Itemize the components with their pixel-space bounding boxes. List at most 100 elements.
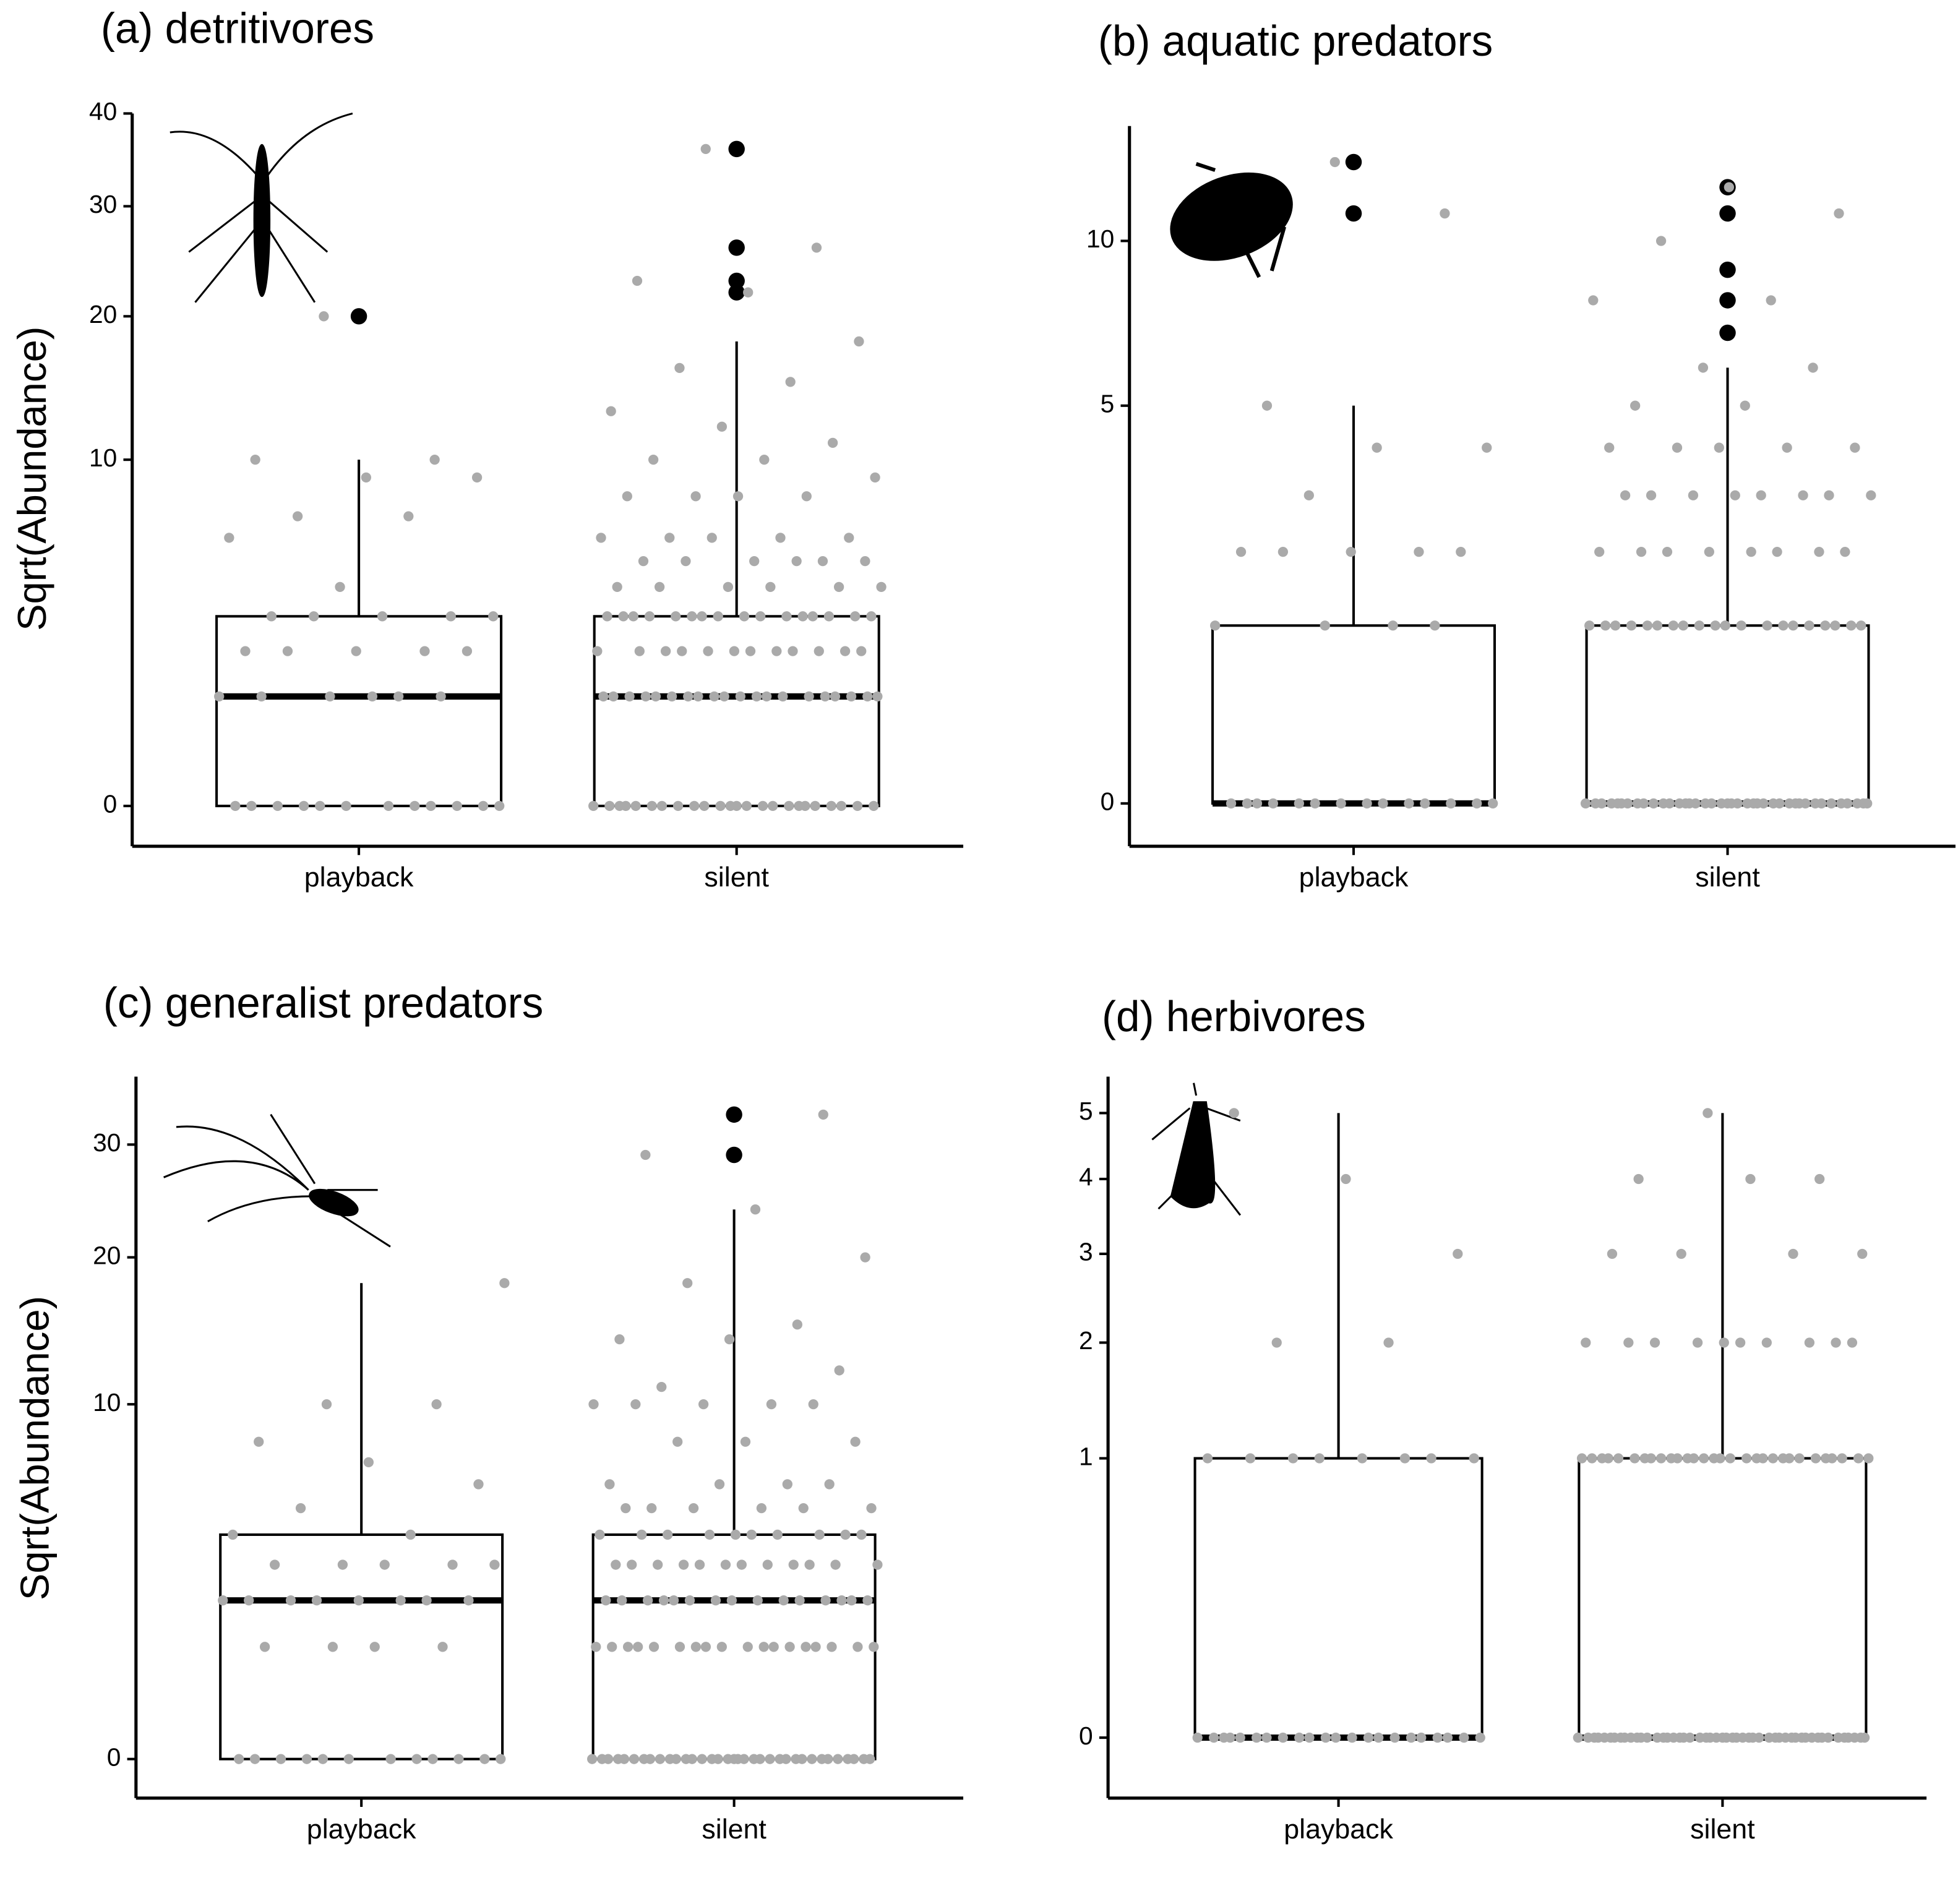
- jitter-point: [1336, 798, 1346, 808]
- jitter-point: [852, 1642, 863, 1652]
- jitter-point: [1202, 1453, 1213, 1464]
- jitter-point: [353, 1595, 364, 1606]
- jitter-point: [1745, 1173, 1756, 1185]
- jitter-point: [369, 1642, 380, 1652]
- jitter-point: [1766, 295, 1776, 306]
- y-axis-label: Sqrt(Abundance): [12, 1296, 57, 1600]
- jitter-point: [642, 1595, 653, 1606]
- jitter-point: [1692, 1337, 1703, 1348]
- jitter-point: [1658, 798, 1669, 808]
- jitter-point: [648, 455, 659, 465]
- jitter-point: [453, 1754, 464, 1764]
- jitter-point: [671, 611, 681, 622]
- jitter-point: [1192, 1732, 1203, 1743]
- jitter-point: [214, 691, 225, 702]
- jitter-point: [224, 533, 234, 543]
- jitter-point: [410, 800, 420, 812]
- jitter-point: [1633, 1173, 1644, 1185]
- jitter-point: [1820, 620, 1831, 631]
- jitter-point: [862, 691, 873, 702]
- y-tick-label: 10: [1086, 225, 1114, 253]
- jitter-point: [1329, 157, 1340, 168]
- jitter-point: [1719, 1337, 1729, 1348]
- y-axis-label: Sqrt(Abundance): [9, 327, 54, 631]
- jitter-point: [1388, 620, 1398, 631]
- jitter-point: [1389, 1732, 1400, 1743]
- jitter-point: [1662, 1732, 1673, 1743]
- jitter-point: [656, 1382, 667, 1392]
- jitter-point: [383, 800, 394, 812]
- jitter-point: [1831, 1337, 1841, 1348]
- jitter-point: [361, 472, 372, 483]
- jitter-point: [1784, 798, 1795, 808]
- jitter-point: [337, 1559, 348, 1570]
- jitter-point: [1730, 490, 1740, 500]
- jitter-point: [681, 1754, 692, 1764]
- jitter-point: [1814, 1173, 1825, 1185]
- jitter-point: [269, 1559, 280, 1570]
- jitter-point: [814, 1529, 825, 1540]
- jitter-point: [766, 1399, 777, 1410]
- jitter-point: [700, 144, 711, 155]
- jitter-point: [1798, 490, 1808, 500]
- jitter-point: [1261, 1732, 1272, 1743]
- jitter-point: [1857, 1248, 1868, 1259]
- jitter-point: [810, 1642, 821, 1652]
- x-tick-label: playback: [307, 1814, 416, 1845]
- jitter-point: [1235, 1732, 1245, 1743]
- jitter-point: [1790, 1732, 1801, 1743]
- jitter-point: [630, 800, 641, 812]
- jitter-point: [1287, 1453, 1299, 1464]
- jitter-point: [1678, 1732, 1689, 1743]
- jitter-point: [872, 1559, 883, 1570]
- jitter-point: [604, 800, 615, 812]
- jitter-point: [395, 1595, 406, 1606]
- jitter-point: [876, 581, 887, 593]
- jitter-point: [745, 646, 756, 656]
- jitter-point: [791, 555, 802, 567]
- jitter-point: [1649, 1337, 1660, 1348]
- jitter-point: [1378, 798, 1388, 808]
- jitter-point: [437, 1642, 448, 1652]
- jitter-point: [811, 242, 822, 253]
- jitter-point: [1721, 1732, 1732, 1743]
- jitter-point: [1788, 620, 1798, 631]
- outlier: [728, 272, 745, 289]
- jitter-point: [1710, 620, 1720, 631]
- jitter-point: [739, 611, 750, 622]
- jitter-point: [784, 1642, 795, 1652]
- jitter-point: [463, 1595, 474, 1606]
- jitter-point: [830, 1559, 841, 1570]
- box: [1578, 1457, 1868, 1739]
- jitter-point: [1808, 362, 1818, 373]
- jitter-point: [709, 691, 719, 702]
- jitter-point: [1666, 1453, 1677, 1464]
- jitter-point: [792, 1319, 802, 1330]
- jitter-point: [684, 1595, 695, 1606]
- jitter-point: [640, 691, 651, 702]
- jitter-point: [765, 1754, 775, 1764]
- jitter-point: [275, 1754, 286, 1764]
- jitter-point: [620, 1503, 631, 1514]
- jitter-point: [1320, 620, 1330, 631]
- jitter-point: [866, 1503, 877, 1514]
- jitter-point: [427, 1754, 438, 1764]
- jitter-point: [814, 646, 824, 656]
- jitter-point: [1347, 1732, 1357, 1743]
- jitter-point: [629, 1754, 640, 1764]
- jitter-point: [1404, 798, 1414, 808]
- jitter-point: [704, 1529, 715, 1540]
- jitter-point: [756, 1503, 767, 1514]
- jitter-point: [363, 1457, 374, 1467]
- jitter-point: [1208, 1732, 1219, 1743]
- y-tick-label: 20: [89, 300, 117, 328]
- jitter-point: [778, 691, 788, 702]
- jitter-point: [674, 362, 685, 374]
- x-tick-label: silent: [1695, 862, 1760, 893]
- jitter-point: [682, 1278, 693, 1289]
- y-tick-label: 20: [93, 1241, 121, 1269]
- jitter-point: [1252, 1732, 1262, 1743]
- jitter-point: [1372, 442, 1382, 453]
- jitter-point: [1623, 1337, 1634, 1348]
- box: [1211, 624, 1496, 805]
